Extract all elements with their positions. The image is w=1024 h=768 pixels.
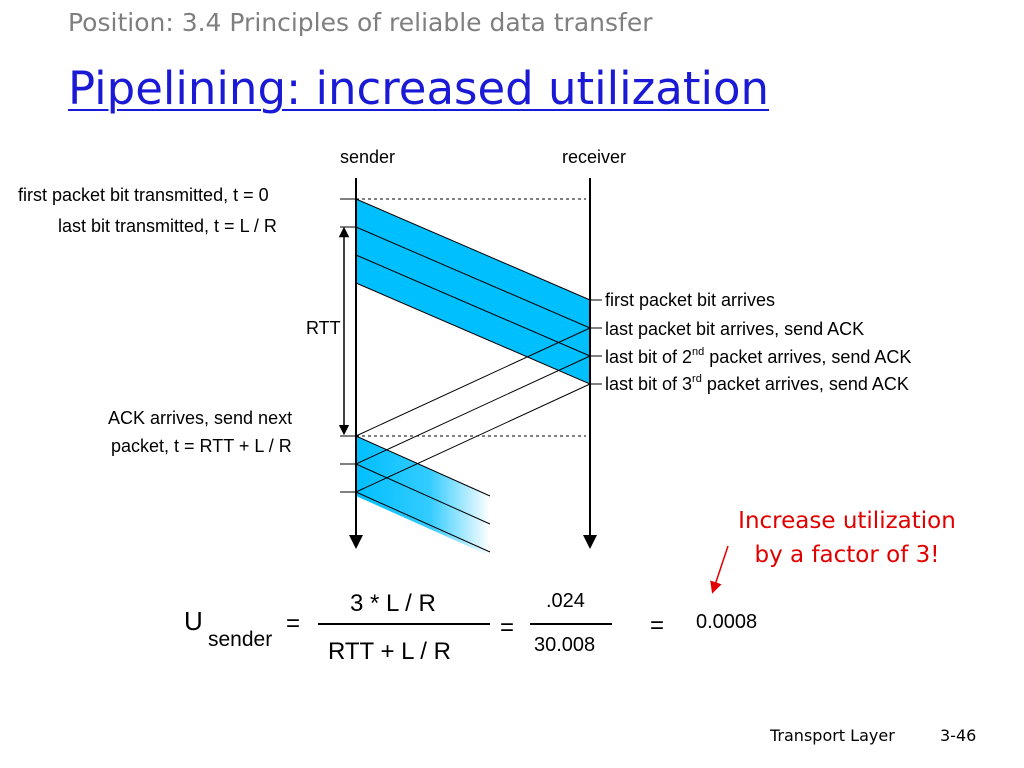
formula-equals-2: =: [500, 614, 515, 641]
formula-equals-1: =: [286, 610, 301, 637]
formula-denominator: RTT + L / R: [328, 638, 451, 665]
rtt-label: RTT: [306, 318, 341, 338]
next-packet-band: [356, 436, 490, 556]
footer-chapter: Transport Layer: [770, 726, 895, 745]
formula-num2: .024: [546, 590, 585, 612]
ack-arrives-label-2: packet, t = RTT + L / R: [111, 436, 292, 456]
packet-divider: [355, 226, 591, 329]
packet-band: [355, 198, 591, 385]
formula-numerator: 3 * L / R: [350, 590, 436, 617]
callout-arrow: [710, 545, 729, 594]
formula-result: 0.0008: [696, 611, 758, 633]
slide-title: Pipelining: increased utilization: [68, 62, 770, 115]
first-bit-label: first packet bit transmitted, t = 0: [18, 185, 269, 205]
footer-page-number: 3-46: [940, 726, 977, 745]
next-packet-divider: [355, 491, 491, 553]
formula-equals-3: =: [650, 612, 665, 639]
packet-divider: [355, 254, 591, 357]
slide-position: Position: 3.4 Principles of reliable dat…: [68, 8, 653, 37]
utilization-callout: Increase utilization by a factor of 3!: [738, 508, 956, 568]
last-arrives-label: last packet bit arrives, send ACK: [605, 319, 865, 339]
ack-line: [355, 355, 591, 465]
ack-line: [355, 383, 591, 493]
formula-u: U: [184, 606, 203, 636]
formula-subscript: sender: [208, 628, 273, 651]
next-packet-divider: [355, 463, 491, 525]
formula-den2: 30.008: [534, 634, 596, 656]
third-packet-label: last bit of 3rd packet arrives, send ACK: [605, 373, 909, 394]
ack-arrives-label-1: ACK arrives, send next: [108, 408, 293, 428]
last-bit-label: last bit transmitted, t = L / R: [58, 216, 277, 236]
second-packet-label: last bit of 2nd packet arrives, send ACK: [605, 346, 912, 367]
next-packet-divider: [355, 435, 491, 497]
first-arrives-label: first packet bit arrives: [605, 290, 776, 310]
sender-label: sender: [340, 147, 396, 167]
receiver-label: receiver: [562, 147, 627, 167]
ack-line: [355, 327, 591, 437]
